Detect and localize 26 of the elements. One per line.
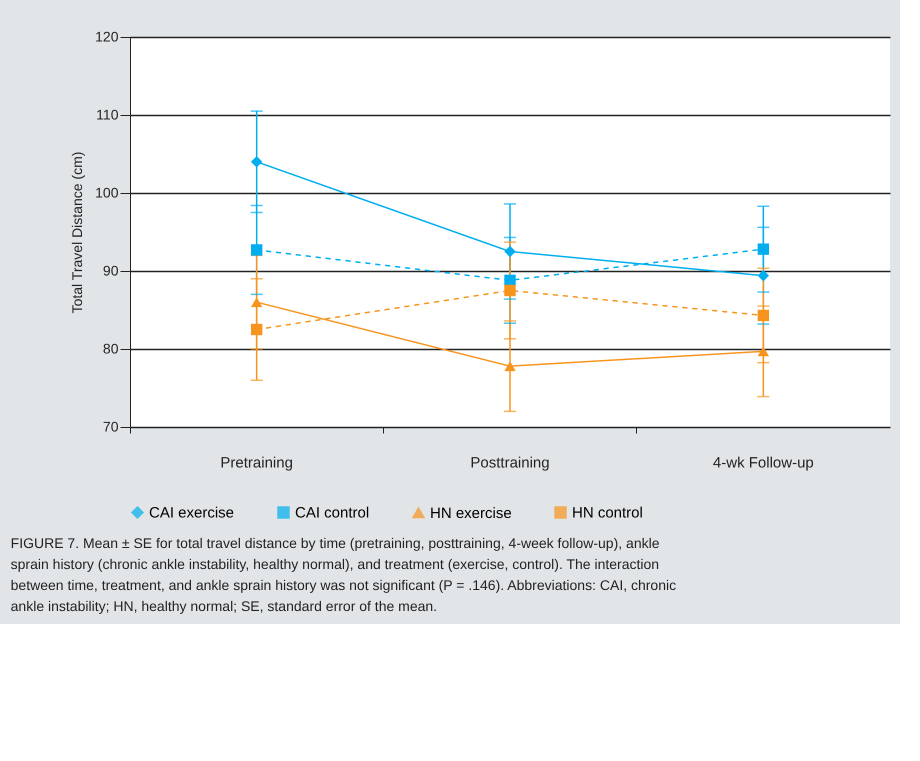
point: [758, 310, 770, 322]
point: [250, 156, 262, 168]
legend-label: CAI control: [295, 504, 370, 522]
point: [504, 246, 516, 258]
legend-label: CAI exercise: [149, 504, 234, 522]
y-axis-title: Total Travel Distance (cm): [69, 152, 86, 314]
point: [250, 324, 262, 336]
legend-label: HN exercise: [430, 504, 512, 522]
x-tick-label: 4-wk Follow-up: [712, 454, 814, 472]
y-tick-label: 70: [102, 418, 119, 434]
y-tick-label: 110: [96, 106, 119, 122]
y-tick-label: 90: [102, 262, 119, 278]
x-tick-label: Pretraining: [220, 454, 293, 472]
point: [250, 297, 262, 308]
y-tick-label: 120: [95, 28, 119, 44]
y-tick-label: 100: [95, 184, 119, 200]
point: [504, 284, 516, 296]
point: [250, 244, 262, 256]
legend-label: HN control: [572, 504, 643, 522]
caption: FIGURE 7. Mean ± SE for total travel distance by time (pretraining, posttraining, 4-week follow-up), ankle sprain history (chronic ankle instability, healthy normal), and treatment (exercise, control). The interaction between time, treatment, and ankle sprain history was not significant (P = .146). Abbreviations: CAI, chronic ankle instability; HN, healthy normal; SE, standard error of the mean.: [10, 535, 676, 614]
y-tick-label: 80: [102, 340, 119, 356]
point: [758, 270, 770, 282]
x-tick-label: Posttraining: [470, 454, 550, 472]
point: [758, 346, 770, 356]
point: [758, 243, 770, 255]
point: [504, 361, 516, 372]
